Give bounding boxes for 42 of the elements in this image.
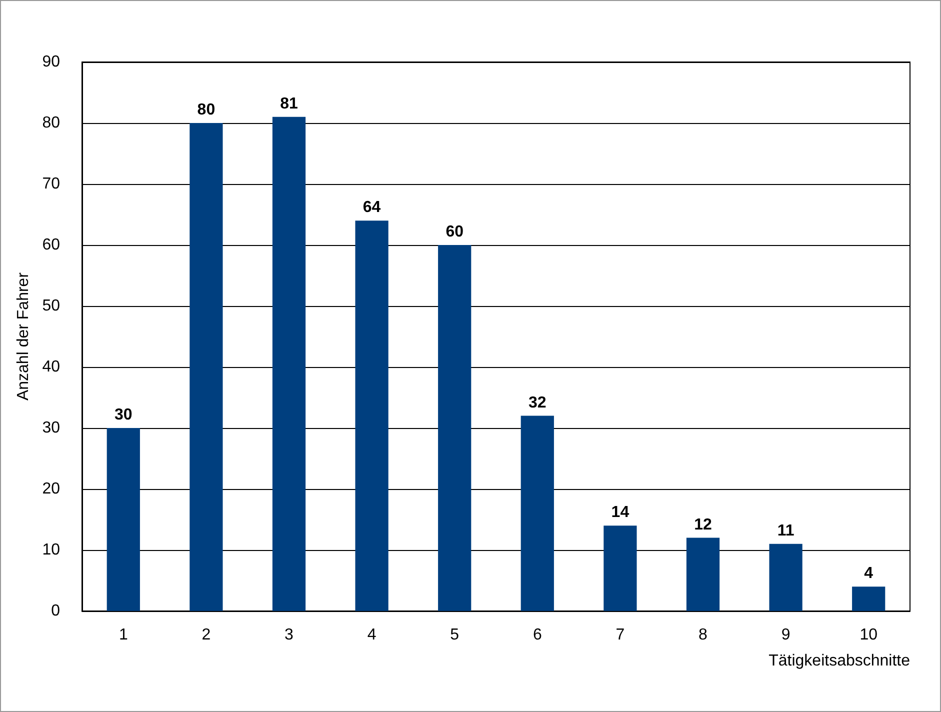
data-label: 12 [694,516,712,534]
x-tick-label: 7 [616,626,625,644]
x-axis-title: Tätigkeitsabschnitte [768,652,910,670]
y-tick-label: 0 [51,602,60,620]
y-tick-label: 20 [42,480,60,498]
y-tick-label: 30 [42,420,60,436]
data-label: 4 [864,565,874,582]
data-label: 30 [114,406,132,424]
bar [190,123,223,611]
y-axis-title: Anzahl der Fahrer [14,272,32,401]
bar [686,538,720,611]
bar [520,416,554,611]
data-label: 11 [777,522,794,540]
y-tick-label: 50 [42,298,60,314]
x-tick-label: 4 [367,626,376,644]
data-label: 14 [611,504,630,522]
x-tick-label: 5 [450,626,460,644]
bar [769,544,802,611]
bar [604,526,637,611]
y-tick-label: 60 [42,236,60,254]
x-tick-label: 6 [532,626,542,644]
data-label: 60 [446,224,464,240]
bar [272,116,306,611]
x-tick-label: 3 [284,626,294,644]
x-tick-label: 9 [781,626,790,644]
data-label: 80 [197,102,216,118]
x-tick-label: 1 [118,626,128,644]
data-label: 81 [280,95,298,112]
y-tick-label: 10 [42,542,60,558]
data-label: 32 [528,394,546,412]
data-label: 64 [362,199,381,216]
x-tick-label: 2 [202,626,211,644]
x-tick-label: 8 [698,626,708,644]
y-tick-label: 80 [42,114,60,132]
y-tick-label: 40 [42,358,60,376]
y-tick-label: 90 [42,54,60,70]
bar [852,586,886,611]
bar [106,428,140,611]
y-tick-label: 70 [42,176,60,192]
x-tick-label: 10 [860,626,878,644]
bar [438,245,472,611]
bar [355,220,388,611]
